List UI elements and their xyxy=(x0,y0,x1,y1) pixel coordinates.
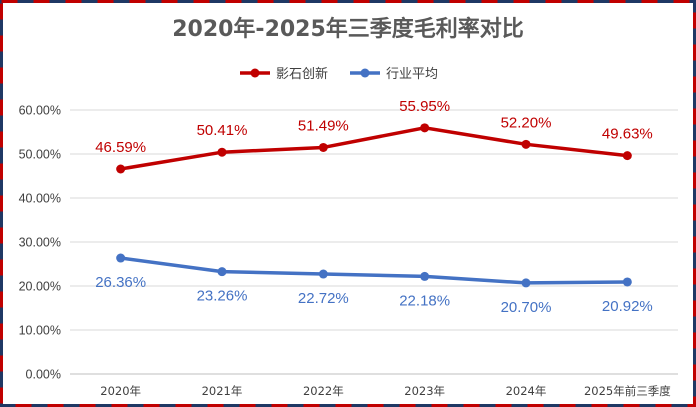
y-tick-label: 60.00% xyxy=(19,104,61,118)
data-point xyxy=(420,271,430,281)
data-label: 22.72% xyxy=(298,290,349,307)
y-tick-label: 10.00% xyxy=(19,324,61,338)
x-tick-label: 2023年 xyxy=(404,384,445,398)
data-point xyxy=(622,151,632,161)
data-label: 55.95% xyxy=(399,98,450,115)
data-label: 46.59% xyxy=(95,139,146,156)
x-tick-label: 2021年 xyxy=(202,384,243,398)
data-label: 26.36% xyxy=(95,274,146,291)
data-point xyxy=(318,269,328,279)
series-layer: 46.59% 50.41% 51.49% 55.95% 52.20% 49.63% 26.3… xyxy=(95,98,653,316)
y-tick-label: 50.00% xyxy=(19,148,61,162)
y-axis-ticks: 0.00% 10.00% 20.00% 30.00% 40.00% 50.00% 60.00… xyxy=(19,104,61,382)
series-line xyxy=(120,126,628,171)
data-point xyxy=(318,142,328,152)
data-label: 23.26% xyxy=(197,288,248,305)
x-tick-label: 2024年 xyxy=(506,384,547,398)
x-tick-label: 2022年 xyxy=(303,384,344,398)
data-point xyxy=(217,147,227,157)
data-label: 22.18% xyxy=(399,292,450,309)
x-tick-label: 2025年前三季度 xyxy=(584,384,671,398)
data-label: 50.41% xyxy=(197,122,248,139)
y-tick-label: 40.00% xyxy=(19,192,61,206)
legend-marker xyxy=(360,68,370,78)
data-label: 20.92% xyxy=(602,298,653,315)
x-tick-label: 2020年 xyxy=(100,384,141,398)
data-point xyxy=(420,123,430,133)
data-label: 20.70% xyxy=(501,299,552,316)
x-axis-ticks: 2020年 2021年 2022年 2023年 2024年 2025年前三季度 xyxy=(100,384,671,398)
chart-legend: 影石创新 行业平均 xyxy=(240,66,438,82)
legend-label: 行业平均 xyxy=(386,67,438,82)
y-tick-label: 20.00% xyxy=(19,280,61,294)
y-tick-label: 0.00% xyxy=(26,368,61,382)
data-point xyxy=(521,278,531,288)
y-tick-label: 30.00% xyxy=(19,236,61,250)
data-label: 49.63% xyxy=(602,126,653,143)
data-point xyxy=(521,139,531,149)
data-point xyxy=(622,277,632,287)
data-point xyxy=(116,164,126,174)
chart-title: 2020年-2025年三季度毛利率对比 xyxy=(172,16,524,42)
data-point xyxy=(116,253,126,263)
data-label: 51.49% xyxy=(298,117,349,134)
series-line xyxy=(120,256,628,285)
data-label: 52.20% xyxy=(501,114,552,131)
data-point xyxy=(217,267,227,277)
legend-label: 影石创新 xyxy=(276,66,328,82)
legend-marker xyxy=(250,68,260,78)
gridlines xyxy=(70,109,678,375)
